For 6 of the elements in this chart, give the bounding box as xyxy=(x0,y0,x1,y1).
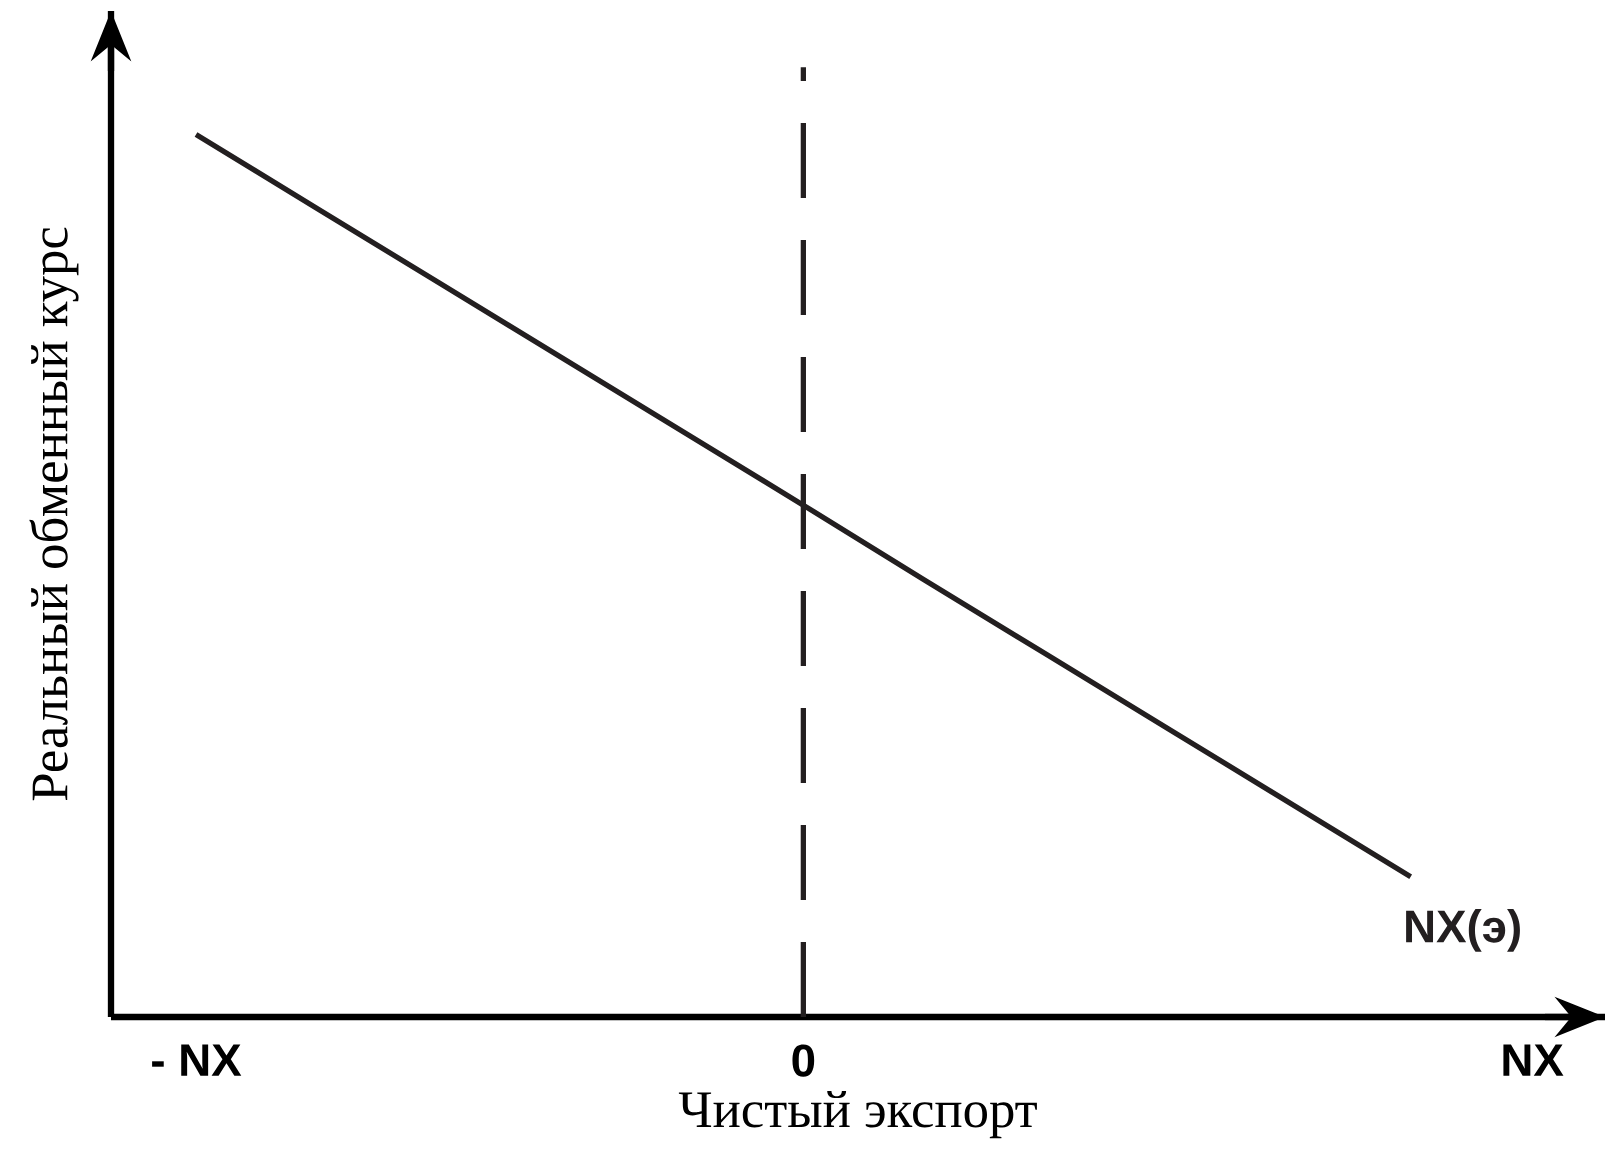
series-label: NX(э) xyxy=(1406,909,1520,952)
x-axis-title: Чистый экспорт xyxy=(678,1090,1037,1139)
x-tick-label: - NX xyxy=(152,1044,242,1076)
y-axis-title: Реальный обменный курс xyxy=(29,227,79,801)
x-tick-label: NX xyxy=(1503,1044,1564,1076)
x-tick-label: 0 xyxy=(792,1044,815,1077)
